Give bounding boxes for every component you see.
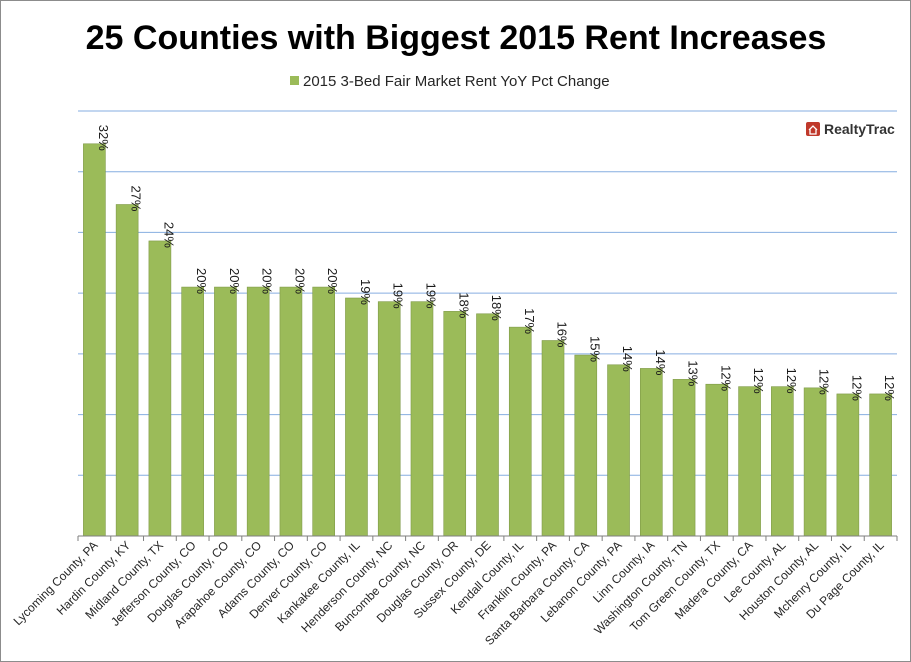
bar — [574, 354, 598, 537]
legend-label: 2015 3-Bed Fair Market Rent YoY Pct Chan… — [303, 73, 610, 90]
bar — [836, 393, 860, 537]
data-label: 17% — [522, 308, 537, 334]
house-glyph — [808, 125, 818, 135]
bar — [181, 286, 204, 537]
data-label: 19% — [391, 283, 406, 309]
data-label: 12% — [882, 375, 897, 401]
bar — [738, 386, 761, 537]
bar — [279, 286, 303, 537]
data-label: 20% — [260, 268, 275, 294]
data-label: 24% — [161, 222, 176, 248]
data-label: 20% — [227, 268, 242, 294]
data-label: 14% — [653, 349, 668, 375]
data-label: 12% — [784, 368, 799, 394]
data-label: 20% — [325, 268, 340, 294]
bar — [148, 240, 172, 537]
bar — [607, 364, 630, 537]
data-label: 15% — [587, 336, 602, 362]
legend-swatch — [290, 76, 299, 85]
realtytrac-logo: RealtyTrac — [806, 121, 895, 137]
bar — [508, 326, 532, 537]
data-label: 19% — [423, 283, 438, 309]
bar — [639, 368, 663, 537]
bar — [541, 340, 565, 537]
legend: 2015 3-Bed Fair Market Rent YoY Pct Chan… — [290, 73, 610, 90]
chart-title: 25 Counties with Biggest 2015 Rent Incre… — [86, 19, 827, 57]
bar — [443, 311, 467, 537]
bar — [410, 301, 434, 537]
data-label: 12% — [849, 375, 864, 401]
bar — [869, 393, 892, 537]
data-label: 20% — [194, 268, 209, 294]
data-label: 19% — [358, 279, 373, 305]
bar — [476, 313, 499, 537]
bar — [246, 286, 270, 537]
data-label: 12% — [751, 368, 766, 394]
data-labels: 32% 27% 24% 20% 20% 20% 20% 20% 19% 19% 19% 18% 18% 1… — [96, 125, 897, 402]
bar — [115, 204, 139, 537]
data-label: 27% — [129, 185, 144, 211]
data-label: 12% — [817, 369, 832, 395]
bars — [83, 143, 892, 537]
data-label: 14% — [620, 346, 635, 372]
data-label: 18% — [456, 292, 471, 318]
bar — [705, 383, 729, 537]
bar — [312, 286, 336, 537]
x-axis-ticks — [77, 536, 898, 541]
data-label: 13% — [686, 360, 701, 386]
bar — [771, 386, 794, 537]
bar — [803, 387, 827, 537]
bar — [672, 379, 696, 537]
bar — [377, 301, 401, 537]
data-label: 18% — [489, 295, 504, 321]
data-label: 16% — [555, 321, 570, 347]
bar — [83, 143, 106, 537]
data-label: 12% — [718, 365, 733, 391]
data-label: 32% — [96, 125, 111, 151]
bar — [214, 286, 237, 537]
bar — [345, 297, 368, 537]
logo-text: RealtyTrac — [824, 121, 895, 137]
data-label: 20% — [292, 268, 307, 294]
